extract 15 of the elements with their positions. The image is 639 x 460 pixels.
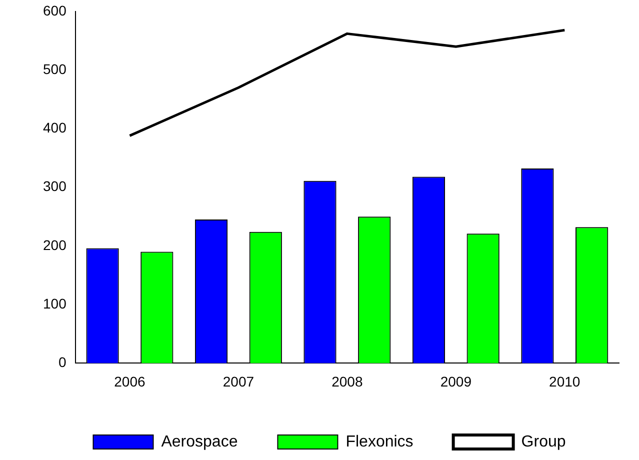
y-tick-label: 500 (43, 60, 67, 77)
x-tick-label: 2008 (332, 373, 363, 390)
y-tick-label: 400 (43, 120, 67, 136)
x-tick-label: 2006 (114, 373, 146, 390)
legend-label: Aerospace (161, 433, 238, 450)
y-tick-label: 0 (58, 354, 67, 370)
legend-label: Flexonics (346, 433, 414, 450)
y-tick-label: 300 (43, 178, 67, 194)
x-tick-label: 2009 (440, 373, 472, 390)
y-tick-label: 100 (43, 295, 67, 312)
legend-label: Group (521, 433, 566, 450)
y-tick-label: 200 (43, 236, 67, 253)
x-tick-label: 2010 (549, 373, 580, 390)
x-tick-label: 2007 (222, 373, 254, 390)
y-tick-label: 600 (43, 2, 67, 18)
